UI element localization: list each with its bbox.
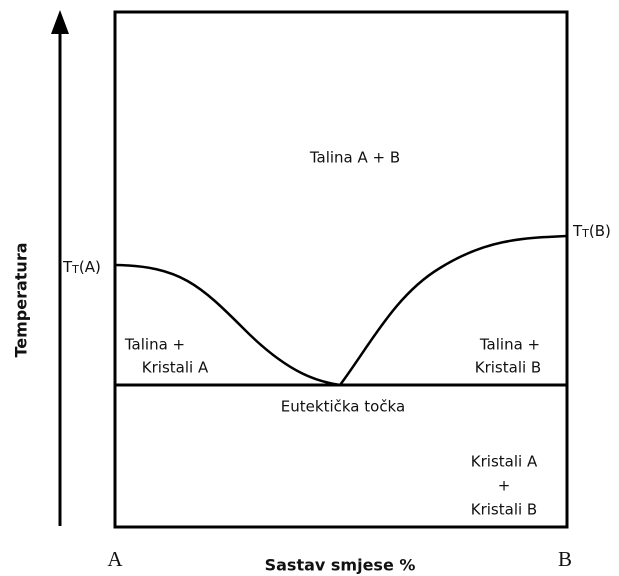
eutectic-label: Eutektička točka: [281, 398, 405, 416]
end-label-b: B: [558, 547, 572, 571]
diagram-box: [113, 10, 569, 529]
region-label: Talina +: [479, 336, 540, 354]
region-label: Kristali A: [471, 453, 538, 471]
liquidus-curve: [114, 234, 568, 387]
melting-point-a: TT(A): [62, 258, 101, 277]
suffix: (A): [79, 258, 101, 276]
region-label: Kristali B: [471, 501, 537, 519]
suffix: (B): [589, 222, 611, 240]
end-label-a: A: [107, 547, 123, 571]
arrow-head: [51, 10, 69, 34]
region-label: Kristali B: [475, 359, 541, 377]
region-label: Kristali A: [142, 359, 209, 377]
region-label: Talina A + B: [309, 149, 400, 167]
symbol: T: [572, 222, 583, 240]
x-axis-label: Sastav smjese %: [265, 556, 416, 575]
region-label: Talina +: [124, 336, 185, 354]
region-label: +: [498, 477, 511, 495]
melting-point-b: TT(B): [572, 222, 611, 241]
subscript: T: [71, 263, 79, 276]
subscript: T: [581, 227, 589, 240]
symbol: T: [62, 258, 73, 276]
y-axis-label: Temperatura: [12, 242, 31, 357]
